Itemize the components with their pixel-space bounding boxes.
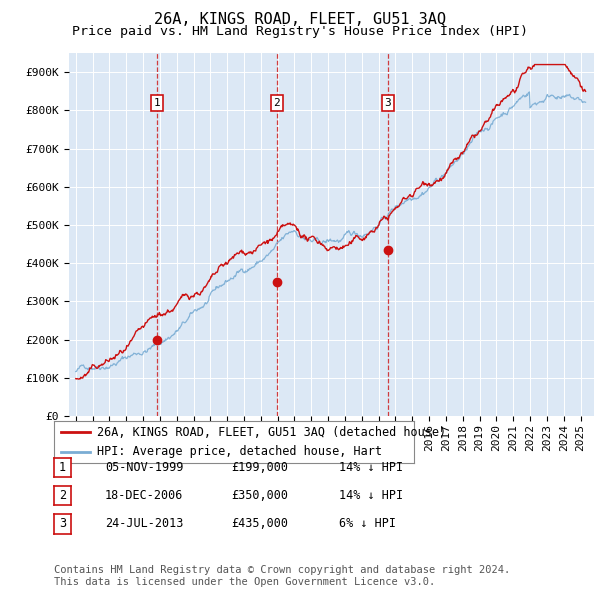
Text: 24-JUL-2013: 24-JUL-2013	[105, 517, 184, 530]
Text: HPI: Average price, detached house, Hart: HPI: Average price, detached house, Hart	[97, 445, 382, 458]
Text: 1: 1	[154, 98, 161, 108]
Text: 2: 2	[59, 489, 66, 502]
Text: £435,000: £435,000	[231, 517, 288, 530]
Text: £350,000: £350,000	[231, 489, 288, 502]
Text: Contains HM Land Registry data © Crown copyright and database right 2024.
This d: Contains HM Land Registry data © Crown c…	[54, 565, 510, 587]
Text: 6% ↓ HPI: 6% ↓ HPI	[339, 517, 396, 530]
Text: Price paid vs. HM Land Registry's House Price Index (HPI): Price paid vs. HM Land Registry's House …	[72, 25, 528, 38]
Text: 14% ↓ HPI: 14% ↓ HPI	[339, 461, 403, 474]
Text: 26A, KINGS ROAD, FLEET, GU51 3AQ: 26A, KINGS ROAD, FLEET, GU51 3AQ	[154, 12, 446, 27]
Text: £199,000: £199,000	[231, 461, 288, 474]
Text: 2: 2	[274, 98, 280, 108]
Text: 1: 1	[59, 461, 66, 474]
Text: 14% ↓ HPI: 14% ↓ HPI	[339, 489, 403, 502]
Text: 3: 3	[385, 98, 391, 108]
Text: 3: 3	[59, 517, 66, 530]
Text: 18-DEC-2006: 18-DEC-2006	[105, 489, 184, 502]
Text: 26A, KINGS ROAD, FLEET, GU51 3AQ (detached house): 26A, KINGS ROAD, FLEET, GU51 3AQ (detach…	[97, 425, 446, 438]
Text: 05-NOV-1999: 05-NOV-1999	[105, 461, 184, 474]
